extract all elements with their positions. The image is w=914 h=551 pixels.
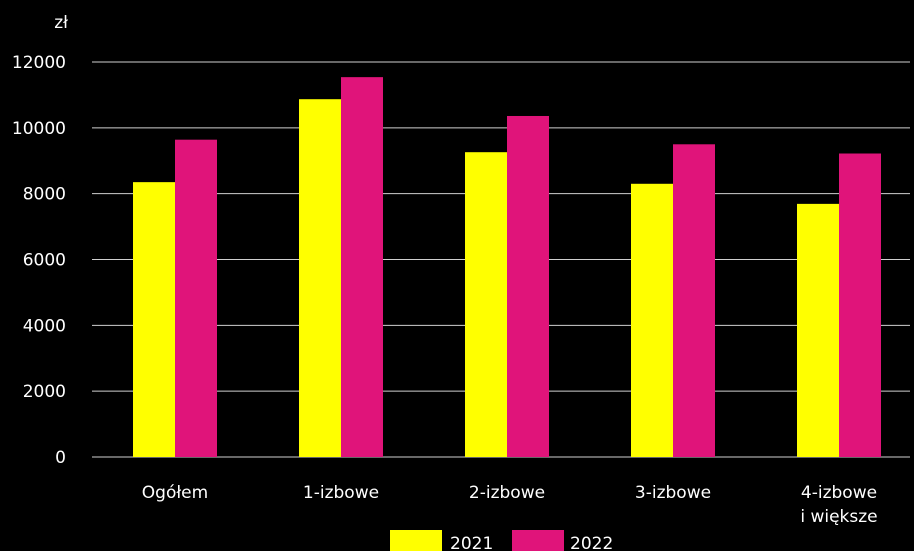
y-tick-label: 2000 bbox=[23, 382, 66, 402]
legend-label-2022: 2022 bbox=[570, 534, 613, 551]
bar-2021-1 bbox=[299, 99, 341, 457]
y-tick-label: 6000 bbox=[23, 251, 66, 271]
x-tick-label: 2-izbowe bbox=[469, 483, 545, 503]
bar-2021-2 bbox=[465, 152, 507, 458]
y-axis-unit: zł bbox=[54, 13, 68, 33]
legend-label-2021: 2021 bbox=[450, 534, 493, 551]
y-axis-ticks: 0 2000 4000 6000 8000 10000 12000 bbox=[12, 53, 66, 468]
y-tick-label: 10000 bbox=[12, 119, 66, 139]
x-tick-label: 4-izbowe i większe bbox=[800, 483, 877, 527]
x-tick-label: 1-izbowe bbox=[303, 483, 379, 503]
x-axis-labels: Ogółem 1-izbowe 2-izbowe 3-izbowe 4-izbowe i … bbox=[142, 483, 878, 527]
legend-swatch-2021 bbox=[390, 530, 442, 551]
bar-2021-3 bbox=[631, 183, 673, 457]
bar-2022-4 bbox=[839, 153, 881, 457]
legend-swatch-2022 bbox=[512, 530, 564, 551]
bars bbox=[133, 77, 881, 458]
bar-2022-2 bbox=[507, 115, 549, 457]
y-tick-label: 4000 bbox=[23, 316, 66, 336]
bar-2021-4 bbox=[797, 203, 839, 457]
bar-2021-0 bbox=[133, 182, 175, 458]
legend: 2021 2022 bbox=[390, 530, 613, 551]
y-tick-label: 12000 bbox=[12, 53, 66, 73]
x-tick-label: 3-izbowe bbox=[635, 483, 711, 503]
y-tick-label: 0 bbox=[55, 448, 66, 468]
bar-2022-0 bbox=[175, 139, 217, 457]
y-tick-label: 8000 bbox=[23, 185, 66, 205]
bar-2022-3 bbox=[673, 144, 715, 457]
bar-2022-1 bbox=[341, 77, 383, 458]
x-tick-label: Ogółem bbox=[142, 483, 208, 503]
